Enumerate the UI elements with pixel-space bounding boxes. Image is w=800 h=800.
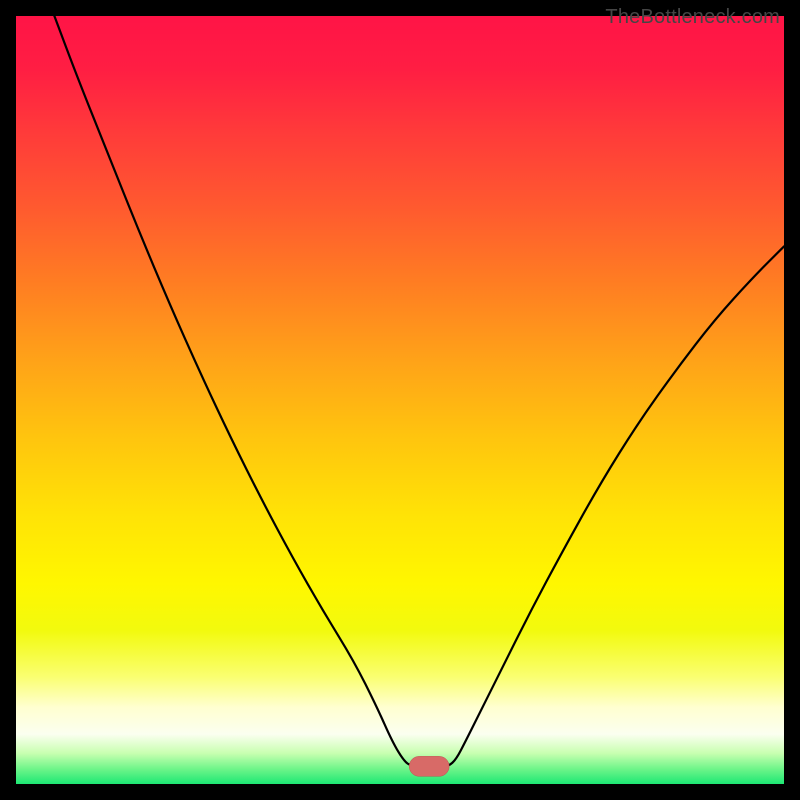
watermark-text: TheBottleneck.com: [605, 6, 780, 29]
bottleneck-chart: [16, 16, 784, 784]
gradient-background: [16, 16, 784, 784]
optimal-point-marker: [409, 756, 449, 776]
figure-frame: TheBottleneck.com: [0, 0, 800, 800]
plot-area: [16, 16, 784, 784]
